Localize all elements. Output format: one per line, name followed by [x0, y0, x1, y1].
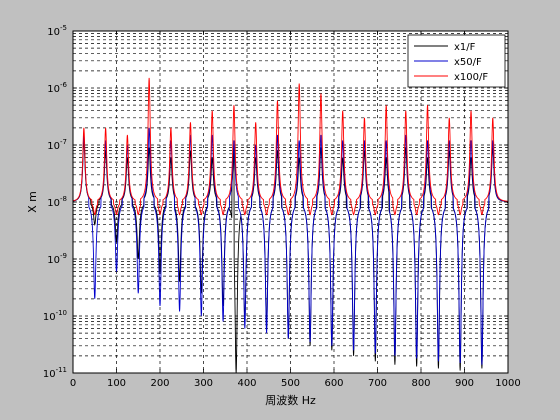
legend-label-2: x50/F — [454, 57, 482, 68]
x-tick-label: 500 — [281, 378, 300, 389]
ticks — [72, 30, 509, 374]
legend-label-1: x1/F — [454, 42, 476, 53]
y-axis-label: X m — [26, 191, 39, 213]
x-tick-label: 100 — [107, 378, 126, 389]
grid — [73, 31, 508, 373]
y-tick-label: 10-8 — [47, 195, 67, 209]
y-tick-label: 10-7 — [47, 138, 67, 152]
series-layer — [72, 77, 509, 374]
y-tick-label: 10-9 — [47, 252, 67, 266]
legend[interactable]: x1/F x50/F x100/F — [407, 34, 506, 88]
legend-label-3: x100/F — [454, 72, 488, 83]
x-axis-label: 周波数 Hz — [265, 394, 316, 407]
x-tick-label: 900 — [455, 378, 474, 389]
x-tick-label: 0 — [70, 378, 76, 389]
x-tick-label: 300 — [194, 378, 213, 389]
y-tick-label: 10-5 — [47, 24, 67, 38]
x-tick-label: 200 — [150, 378, 169, 389]
x-tick-label: 800 — [411, 378, 430, 389]
y-tick-label: 10-11 — [43, 366, 67, 380]
series-line-2 — [72, 127, 509, 365]
x-tick-label: 700 — [368, 378, 387, 389]
x-tick-label: 1000 — [495, 378, 520, 389]
y-tick-label: 10-10 — [43, 309, 67, 323]
x-tick-label: 600 — [324, 378, 343, 389]
x-tick-labels: 0 100 200 300 400 500 600 700 800 900 1000 — [70, 378, 521, 389]
y-tick-label: 10-6 — [47, 81, 67, 95]
series-line-3 — [72, 77, 509, 216]
x-tick-label: 400 — [237, 378, 256, 389]
y-tick-labels: 10-11 10-10 10-9 10-8 10-7 10-6 10-5 — [43, 24, 68, 380]
